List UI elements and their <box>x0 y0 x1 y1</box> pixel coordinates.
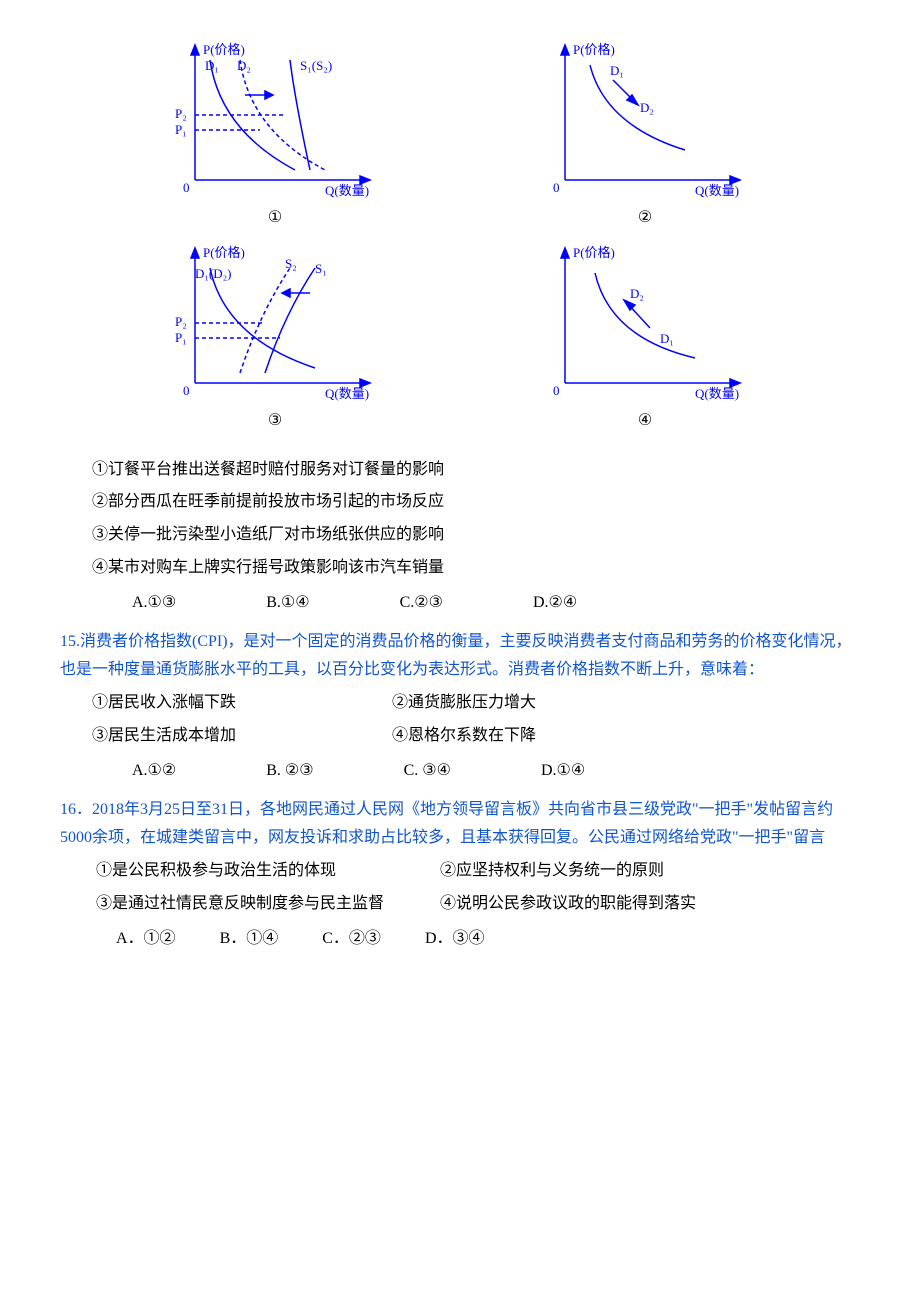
q15-row2: ③居民生活成本增加 ④恩格尔系数在下降 <box>60 722 860 751</box>
q16-option-2: ②应坚持权利与义务统一的原则 <box>440 862 664 879</box>
chart4-xlabel: Q(数量) <box>695 386 739 401</box>
charts-grid: P(价格) Q(数量) 0 P₂ P₁ D₁ D₂ S₁(S₂) ① <box>120 40 800 436</box>
chart3-origin: 0 <box>183 383 190 398</box>
q16-option-4: ④说明公民参政议政的职能得到落实 <box>440 895 696 912</box>
q16-stem: 16．2018年3月25日至31日，各地网民通过人民网《地方领导留言板》共向省市… <box>60 796 860 854</box>
chart3-p2: P₂ <box>175 314 187 329</box>
q14-option-2: ②部分西瓜在旺季前提前投放市场引起的市场反应 <box>60 488 860 517</box>
chart1-p1: P₁ <box>175 122 187 137</box>
q16-row1: ①是公民积极参与政治生活的体现 ②应坚持权利与义务统一的原则 <box>60 857 860 886</box>
q14-option-1: ①订餐平台推出送餐超时赔付服务对订餐量的影响 <box>60 456 860 485</box>
chart1-s1s2: S₁(S₂) <box>300 58 332 73</box>
q15-row1: ①居民收入涨幅下跌 ②通货膨胀压力增大 <box>60 689 860 718</box>
q15-choice-d: D.①④ <box>541 757 585 786</box>
chart-4: P(价格) Q(数量) 0 D₂ D₁ ④ <box>490 243 800 436</box>
q15-option-3: ③居民生活成本增加 <box>92 722 392 751</box>
chart-1: P(价格) Q(数量) 0 P₂ P₁ D₁ D₂ S₁(S₂) ① <box>120 40 430 233</box>
chart1-origin: 0 <box>183 180 190 195</box>
q15-option-4: ④恩格尔系数在下降 <box>392 722 536 751</box>
chart2-d2: D₂ <box>640 100 654 115</box>
chart1-d1: D₁ <box>205 58 219 73</box>
q14-choices: A.①③ B.①④ C.②③ D.②④ <box>60 589 860 618</box>
chart1-number: ① <box>268 204 282 233</box>
chart2-xlabel: Q(数量) <box>695 183 739 198</box>
q16-choices: A．①② B．①④ C．②③ D．③④ <box>60 925 860 954</box>
chart2-ylabel: P(价格) <box>573 42 615 57</box>
chart3-xlabel: Q(数量) <box>325 386 369 401</box>
q14-choice-d: D.②④ <box>533 589 577 618</box>
chart-2: P(价格) Q(数量) 0 D₁ D₂ ② <box>490 40 800 233</box>
q15-stem: 15.消费者价格指数(CPI)，是对一个固定的消费品价格的衡量，主要反映消费者支… <box>60 628 860 686</box>
chart1-xlabel: Q(数量) <box>325 183 369 198</box>
chart2-number: ② <box>638 204 652 233</box>
q15-option-1: ①居民收入涨幅下跌 <box>92 689 392 718</box>
chart-3: P(价格) Q(数量) 0 P₂ P₁ D₁(D₂) S₁ S₂ ③ <box>120 243 430 436</box>
q16-row2: ③是通过社情民意反映制度参与民主监督 ④说明公民参政议政的职能得到落实 <box>60 890 860 919</box>
chart3-p1: P₁ <box>175 330 187 345</box>
q14-choice-b: B.①④ <box>266 589 309 618</box>
q15-choice-b: B. ②③ <box>266 757 313 786</box>
chart3-ylabel: P(价格) <box>203 245 245 260</box>
q16-choice-c: C．②③ <box>322 930 381 947</box>
q16-choice-d: D．③④ <box>425 930 485 947</box>
q16-choice-a: A．①② <box>116 930 176 947</box>
q15-option-2: ②通货膨胀压力增大 <box>392 689 536 718</box>
chart2-d1: D₁ <box>610 63 624 78</box>
chart4-d2: D₂ <box>630 286 644 301</box>
q16-choice-b: B．①④ <box>220 930 279 947</box>
chart1-ylabel: P(价格) <box>203 42 245 57</box>
q15-choice-c: C. ③④ <box>404 757 451 786</box>
chart3-s2: S₂ <box>285 256 297 271</box>
q16-option-3: ③是通过社情民意反映制度参与民主监督 <box>96 890 436 919</box>
chart4-number: ④ <box>638 407 652 436</box>
q14-choice-a: A.①③ <box>132 589 176 618</box>
q14-choice-c: C.②③ <box>400 589 443 618</box>
chart1-d2: D₂ <box>237 58 251 73</box>
chart3-s1: S₁ <box>315 261 327 276</box>
q16-option-1: ①是公民积极参与政治生活的体现 <box>96 857 436 886</box>
chart4-origin: 0 <box>553 383 560 398</box>
q15-choices: A.①② B. ②③ C. ③④ D.①④ <box>60 757 860 786</box>
chart1-p2: P₂ <box>175 106 187 121</box>
chart3-d1d2: D₁(D₂) <box>195 266 232 281</box>
q14-option-4: ④某市对购车上牌实行摇号政策影响该市汽车销量 <box>60 554 860 583</box>
q15-choice-a: A.①② <box>132 757 176 786</box>
q14-option-3: ③关停一批污染型小造纸厂对市场纸张供应的影响 <box>60 521 860 550</box>
chart4-d1: D₁ <box>660 331 674 346</box>
chart4-ylabel: P(价格) <box>573 245 615 260</box>
chart2-origin: 0 <box>553 180 560 195</box>
chart3-number: ③ <box>268 407 282 436</box>
